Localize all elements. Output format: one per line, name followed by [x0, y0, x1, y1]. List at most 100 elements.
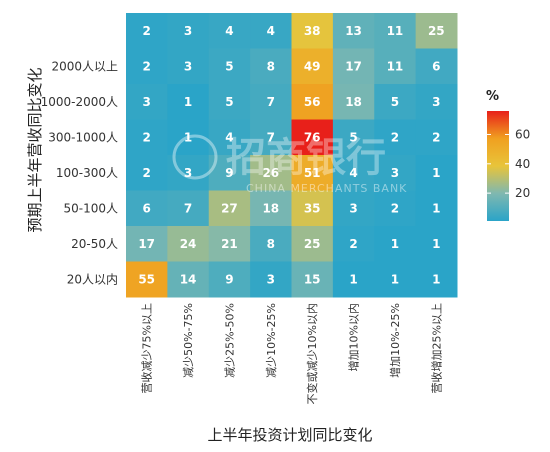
watermark-text-cn: 招商银行	[226, 135, 386, 181]
heatmap-cell	[415, 155, 458, 191]
cell-value-label: 26	[262, 166, 279, 180]
heatmap-cell	[374, 48, 417, 85]
cell-value-label: 27	[221, 201, 238, 215]
cell-value-label: 4	[225, 130, 233, 144]
cell-value-label: 2	[143, 166, 151, 180]
cell-value-label: 5	[349, 130, 357, 144]
cell-value-label: 1	[432, 201, 440, 215]
heatmap-cell	[291, 119, 334, 156]
heatmap-cell	[374, 155, 417, 191]
cell-value-label: 18	[345, 95, 362, 109]
heatmap-cell	[332, 13, 375, 49]
heatmap-cell	[208, 119, 251, 156]
x-tick-label: 不变或减少10%以内	[305, 303, 319, 404]
heatmap-cell	[208, 13, 251, 49]
cell-value-label: 38	[304, 24, 321, 38]
y-tick-label: 1000-2000人	[41, 95, 118, 109]
cell-value-label: 2	[143, 59, 151, 73]
cell-value-label: 55	[138, 272, 155, 286]
heatmap-cell	[291, 190, 334, 227]
watermark-text-en: CHINA MERCHANTS BANK	[246, 182, 407, 195]
heatmap-cell	[332, 190, 375, 227]
heatmap-cell	[250, 226, 292, 262]
heatmap-cell	[250, 84, 292, 120]
y-tick-label: 2000人以上	[51, 59, 118, 73]
cell-value-label: 4	[349, 166, 357, 180]
legend-ticks: 20 40 60	[487, 127, 530, 200]
cell-value-label: 2	[143, 130, 151, 144]
cell-value-label: 8	[267, 59, 275, 73]
x-tick-label: 营收增加25%以上	[429, 303, 443, 393]
heatmap-cell	[126, 226, 168, 262]
cell-value-label: 6	[432, 59, 440, 73]
cell-value-label: 2	[349, 237, 357, 251]
cell-value-label: 1	[184, 130, 192, 144]
heatmap-cell	[167, 226, 210, 262]
x-tick-label: 增加10%-25%	[388, 303, 402, 378]
cell-value-label: 1	[391, 272, 399, 286]
cell-value-label: 8	[267, 237, 275, 251]
y-tick-label: 50-100人	[63, 201, 118, 215]
cell-labels: 2 3 4 4 38 13 11 252 3 5 8 49 17 11 63 1 5 7 56 18 5 32 1 4 7 76 5…	[138, 24, 444, 287]
legend-title: %	[486, 89, 499, 104]
heatmap-cell	[332, 261, 375, 298]
heatmap-cell	[291, 226, 334, 262]
heatmap-cell	[167, 13, 210, 49]
heatmap-cell	[415, 190, 458, 227]
heatmap-cell	[208, 84, 251, 120]
x-tick-label: 营收减少75%以上	[140, 303, 154, 393]
cell-value-label: 7	[267, 95, 275, 109]
heatmap-cell	[250, 48, 292, 85]
y-axis-title: 预期上半年营收同比变化	[26, 67, 44, 232]
cell-value-label: 7	[184, 201, 192, 215]
heatmap-cell	[291, 261, 334, 298]
heatmap-cell	[291, 155, 334, 191]
heatmap-cell	[291, 13, 334, 49]
heatmap-cell	[332, 155, 375, 191]
cell-value-label: 5	[391, 95, 399, 109]
cell-value-label: 11	[387, 59, 404, 73]
heatmap-cell	[208, 261, 251, 298]
legend-color-bar	[487, 111, 509, 221]
cell-value-label: 56	[304, 95, 321, 109]
cell-value-label: 1	[432, 272, 440, 286]
watermark: 招商银行 CHINA MERCHANTS BANK	[172, 134, 407, 195]
heatmap-cell	[250, 190, 292, 227]
x-tick-label: 减少25%-50%	[223, 303, 236, 378]
y-tick-label: 100-300人	[56, 166, 118, 180]
cell-value-label: 76	[304, 130, 321, 144]
cell-value-label: 1	[349, 272, 357, 286]
cell-value-label: 15	[304, 272, 321, 286]
cell-value-label: 51	[304, 166, 321, 180]
heatmap-cell	[374, 13, 417, 49]
cell-value-label: 3	[143, 95, 151, 109]
y-tick-label: 20-50人	[71, 237, 118, 251]
heatmap-cell	[208, 48, 251, 85]
cell-value-label: 2	[432, 130, 440, 144]
cell-value-label: 17	[138, 237, 155, 251]
y-tick-label: 300-1000人	[48, 130, 118, 144]
heatmap-cell	[126, 48, 168, 85]
heatmap-cell	[126, 155, 168, 191]
cell-value-label: 18	[262, 201, 279, 215]
cell-value-label: 21	[221, 237, 238, 251]
cell-value-label: 25	[304, 237, 321, 251]
x-tick-label: 减少10%-25%	[265, 303, 278, 378]
heatmap-cell	[167, 155, 210, 191]
cell-value-label: 9	[225, 272, 233, 286]
heatmap-cell	[126, 13, 168, 49]
cell-value-label: 49	[304, 59, 321, 73]
cell-value-label: 14	[180, 272, 197, 286]
cell-value-label: 3	[184, 59, 192, 73]
heatmap-cell	[167, 190, 210, 227]
heatmap-cell	[332, 226, 375, 262]
heatmap-cell	[291, 48, 334, 85]
watermark-logo	[172, 134, 218, 180]
y-tick-labels: 2000人以上 1000-2000人 300-1000人 100-300人 50-100…	[41, 59, 118, 286]
heatmap-cell	[167, 261, 210, 298]
cell-value-label: 5	[225, 95, 233, 109]
heatmap-cell	[250, 155, 292, 191]
heatmap-cell	[126, 261, 168, 298]
cell-value-label: 9	[225, 166, 233, 180]
